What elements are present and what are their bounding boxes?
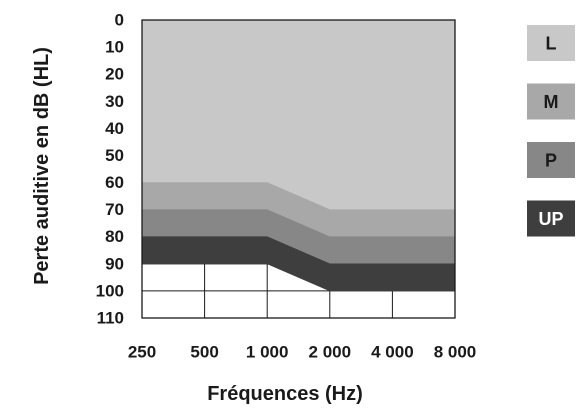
- legend-swatch-up: [527, 200, 575, 237]
- y-tick-label: 30: [105, 92, 124, 111]
- hearing-loss-bands: [141, 19, 456, 292]
- y-tick-label: 50: [105, 146, 124, 165]
- x-tick-label: 250: [128, 343, 156, 362]
- x-tick-label: 1 000: [246, 343, 289, 362]
- y-tick-label: 80: [105, 227, 124, 246]
- y-tick-label: 20: [105, 65, 124, 84]
- x-axis-title: Fréquences (Hz): [207, 383, 363, 405]
- x-axis-tick-labels: 250 500 1 000 2 000 4 000 8 000: [128, 343, 476, 362]
- y-tick-label: 90: [105, 254, 124, 273]
- legend-swatch-l: [527, 25, 575, 61]
- y-tick-label: 10: [105, 38, 124, 57]
- legend-swatch-p: [527, 142, 575, 178]
- x-tick-label: 2 000: [309, 343, 352, 362]
- y-tick-label: 100: [96, 281, 124, 300]
- y-tick-label: 110: [97, 309, 124, 328]
- x-tick-label: 500: [190, 343, 218, 362]
- y-tick-label: 40: [105, 119, 124, 138]
- y-tick-label: 70: [105, 200, 124, 219]
- legend-label-l: L: [546, 34, 557, 54]
- x-tick-label: 8 000: [434, 343, 477, 362]
- y-axis-title: Perte auditive en dB (HL): [31, 47, 53, 285]
- plot-frame: [141, 19, 456, 319]
- legend-swatch-m: [527, 83, 575, 120]
- y-tick-label: 0: [115, 11, 124, 30]
- x-tick-label: 4 000: [371, 343, 414, 362]
- legend: L M P UP: [527, 25, 575, 237]
- band-l: [141, 19, 456, 210]
- y-axis-tick-labels: 0 10 20 30 40 50 60 70 80 90 100 110: [96, 11, 124, 328]
- legend-label-p: P: [545, 151, 557, 171]
- legend-label-m: M: [544, 92, 559, 112]
- y-tick-label: 60: [105, 173, 124, 192]
- legend-label-up: UP: [538, 209, 563, 229]
